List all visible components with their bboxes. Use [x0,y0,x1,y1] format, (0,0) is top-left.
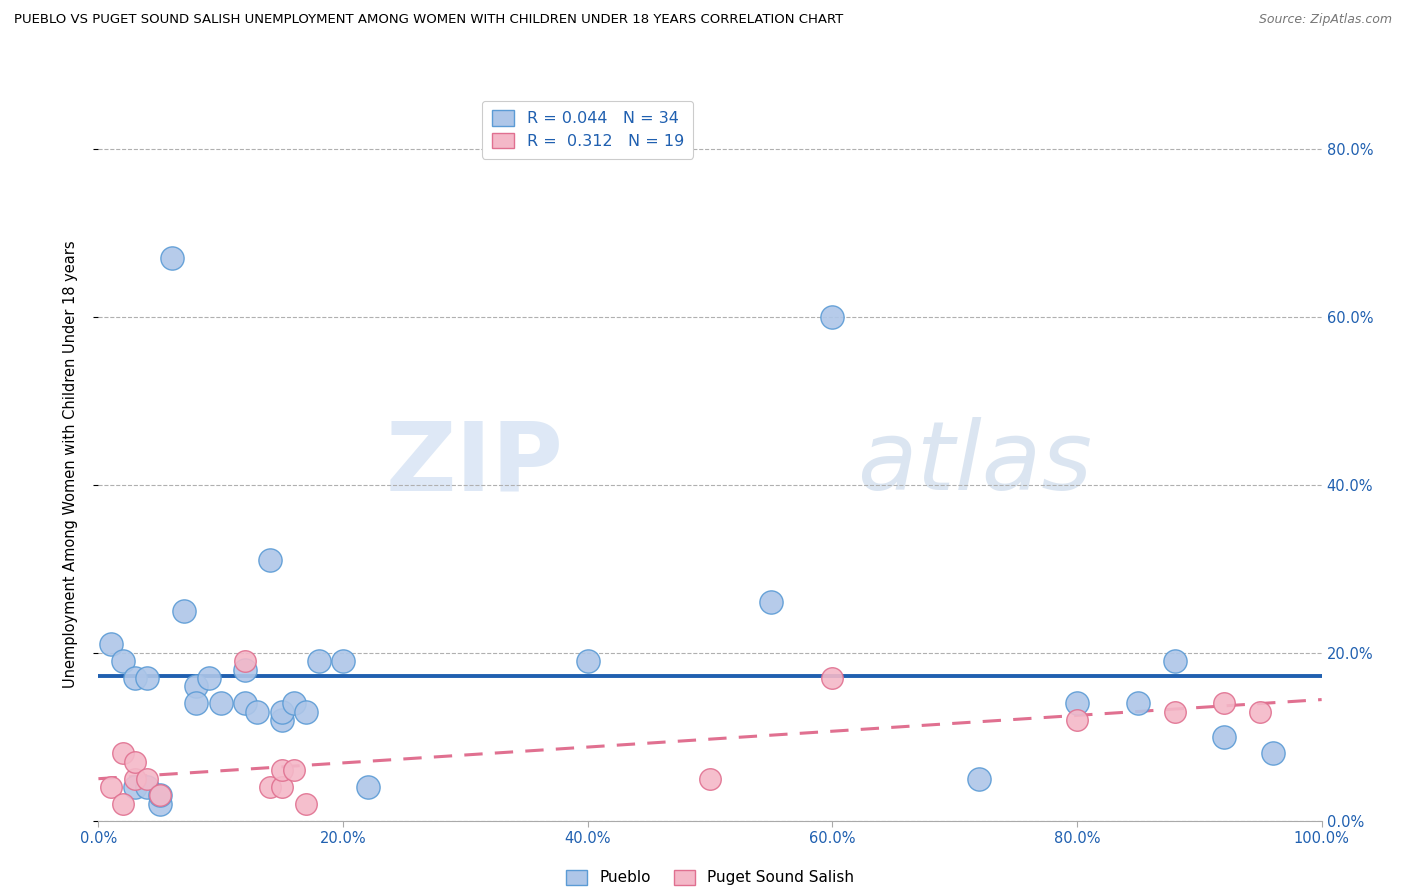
Point [209,696,232,710]
Point [270,705,294,719]
Point [149,789,172,803]
Point [100,780,122,794]
Point [1212,730,1234,744]
Point [124,671,146,685]
Point [100,637,122,651]
Point [283,696,305,710]
Point [149,789,172,803]
Point [259,553,281,567]
Point [111,747,134,761]
Point [1249,705,1271,719]
Point [1212,696,1234,710]
Point [149,797,172,811]
Point [136,780,159,794]
Point [821,310,844,324]
Point [356,780,378,794]
Point [967,772,990,786]
Point [1164,705,1187,719]
Y-axis label: Unemployment Among Women with Children Under 18 years: Unemployment Among Women with Children U… [63,240,77,688]
Point [699,772,721,786]
Point [233,696,256,710]
Point [1164,654,1187,668]
Point [233,663,256,677]
Point [233,654,256,668]
Point [173,604,195,618]
Point [308,654,330,668]
Point [160,251,183,265]
Point [124,755,146,769]
Point [295,705,318,719]
Point [186,679,208,693]
Point [576,654,599,668]
Point [332,654,354,668]
Point [136,772,159,786]
Point [111,654,134,668]
Point [283,764,305,778]
Point [295,797,318,811]
Point [246,705,269,719]
Point [259,780,281,794]
Text: atlas: atlas [856,417,1092,510]
Point [821,671,844,685]
Point [761,595,783,609]
Point [197,671,219,685]
Point [111,797,134,811]
Point [270,764,294,778]
Point [124,772,146,786]
Point [1128,696,1150,710]
Point [270,780,294,794]
Text: ZIP: ZIP [385,417,564,510]
Point [1261,747,1284,761]
Point [124,780,146,794]
Text: Source: ZipAtlas.com: Source: ZipAtlas.com [1258,13,1392,27]
Point [1066,696,1088,710]
Point [136,671,159,685]
Point [270,713,294,727]
Text: PUEBLO VS PUGET SOUND SALISH UNEMPLOYMENT AMONG WOMEN WITH CHILDREN UNDER 18 YEA: PUEBLO VS PUGET SOUND SALISH UNEMPLOYMEN… [14,13,844,27]
Point [186,696,208,710]
Point [1066,713,1088,727]
Legend: Pueblo, Puget Sound Salish: Pueblo, Puget Sound Salish [560,863,860,891]
